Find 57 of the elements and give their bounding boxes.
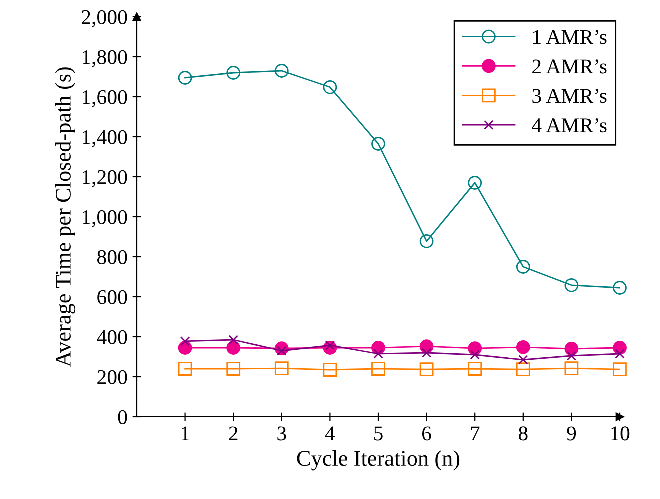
point [178,71,192,85]
point [226,66,241,80]
point [564,278,579,292]
point [422,348,432,358]
point [178,362,192,376]
point [228,335,238,345]
x-tick-label: 8 [518,426,528,441]
y-tick-label: 800 [98,250,128,264]
legend-label: 4 AMR’s [532,118,607,133]
point [323,363,338,377]
point [566,351,577,361]
x-tick-label: 1 [182,426,190,440]
point [226,341,241,355]
y-tick-label: 0 [118,410,128,424]
point [564,362,579,376]
x-tick-label: 4 [325,426,336,440]
point [372,362,386,376]
point [518,355,528,365]
y-tick-label: 200 [98,370,128,384]
x-tick-label: 5 [374,426,383,441]
point [420,362,434,377]
y-tick-label: 1,800 [82,50,128,68]
y-tick-label: 1,600 [82,90,128,108]
point [323,80,338,94]
point [516,340,530,354]
x-tick-label: 3 [278,426,286,441]
legend-label: 1 AMR’s [533,30,607,44]
legend-label: 2 AMR’s [532,60,607,74]
x-tick-label: 9 [567,426,576,441]
point [470,350,480,360]
point [613,281,627,295]
point [420,234,434,248]
point [180,336,190,346]
point [372,137,386,151]
point [516,260,530,274]
y-tick-label: 2,000 [82,10,128,28]
point [516,362,530,377]
y-tick-label: 1,000 [82,210,128,228]
y-axis-title: Average Time per Closed-path (s) [55,68,76,368]
point [226,362,241,376]
x-tick-label: 6 [422,426,432,441]
x-tick-label: 7 [471,426,480,440]
legend-label: 3 AMR’s [532,89,607,104]
point [468,176,482,190]
x-axis-title: Cycle Iteration (n) [297,450,460,471]
x-tick-label: 2 [229,426,238,440]
x-tick-label: 10 [611,426,630,441]
point [274,362,289,376]
y-tick-label: 1,400 [82,130,128,148]
point [374,349,384,359]
y-tick-label: 400 [97,330,128,344]
y-tick-label: 600 [98,290,128,304]
point [615,349,625,359]
point [613,362,627,377]
point [468,362,482,376]
y-tick-label: 1,200 [82,170,128,188]
point [274,64,289,78]
